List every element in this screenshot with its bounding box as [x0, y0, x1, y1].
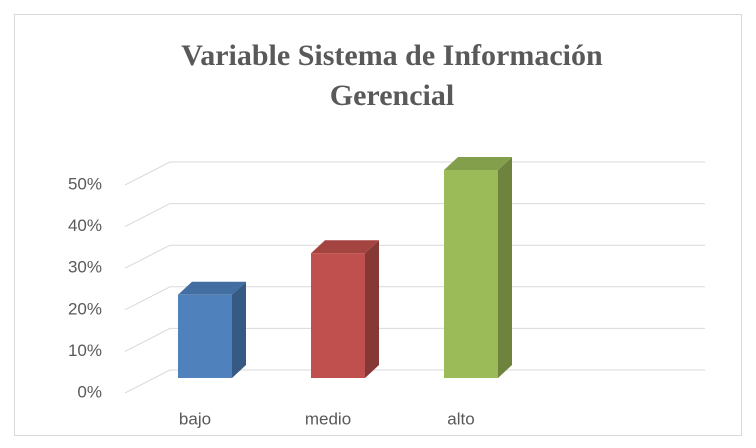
x-tick-label: bajo [179, 409, 211, 428]
grid-line [124, 369, 705, 394]
grid-line [124, 244, 705, 269]
y-tick-label: 40% [68, 216, 102, 235]
bar [178, 294, 232, 378]
grid-line [124, 203, 705, 228]
y-tick-label: 10% [68, 341, 102, 360]
y-tick-label: 20% [68, 299, 102, 318]
bar-side [365, 240, 379, 378]
bar-top [178, 281, 246, 295]
grid-line [124, 161, 705, 186]
bar [444, 170, 498, 378]
y-tick-label: 50% [68, 174, 102, 193]
y-tick-label: 0% [77, 382, 102, 401]
bar-top [311, 240, 379, 254]
grid-line [124, 286, 705, 311]
bar-top [444, 157, 512, 170]
x-tick-label: medio [305, 409, 351, 428]
x-tick-label: alto [447, 409, 474, 428]
bar-side [498, 157, 512, 378]
chart-title: Variable Sistema de Información [181, 39, 603, 72]
chart-border [14, 14, 742, 436]
grid-line [124, 327, 705, 352]
y-tick-label: 30% [68, 258, 102, 277]
chart-title: Gerencial [330, 79, 454, 112]
bar [311, 253, 365, 378]
bar-side [232, 281, 246, 378]
